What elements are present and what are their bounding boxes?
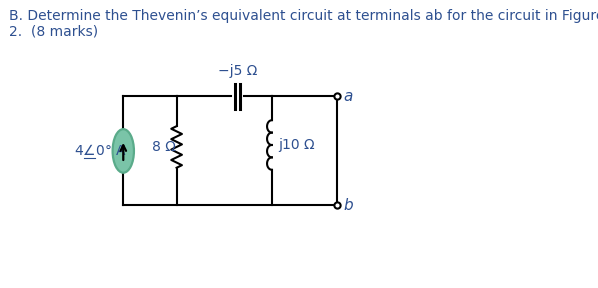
Ellipse shape xyxy=(112,129,134,173)
Text: a: a xyxy=(343,89,353,104)
Text: 4$\angle$0° A: 4$\angle$0° A xyxy=(74,143,127,158)
Text: B. Determine the Thevenin’s equivalent circuit at terminals ab for the circuit i: B. Determine the Thevenin’s equivalent c… xyxy=(9,9,598,23)
Text: b: b xyxy=(343,198,353,213)
Text: j10 Ω: j10 Ω xyxy=(278,138,315,152)
Text: 2.  (8 marks): 2. (8 marks) xyxy=(9,24,98,38)
Text: 8 Ω: 8 Ω xyxy=(152,140,176,154)
Text: −j5 Ω: −j5 Ω xyxy=(218,64,257,78)
